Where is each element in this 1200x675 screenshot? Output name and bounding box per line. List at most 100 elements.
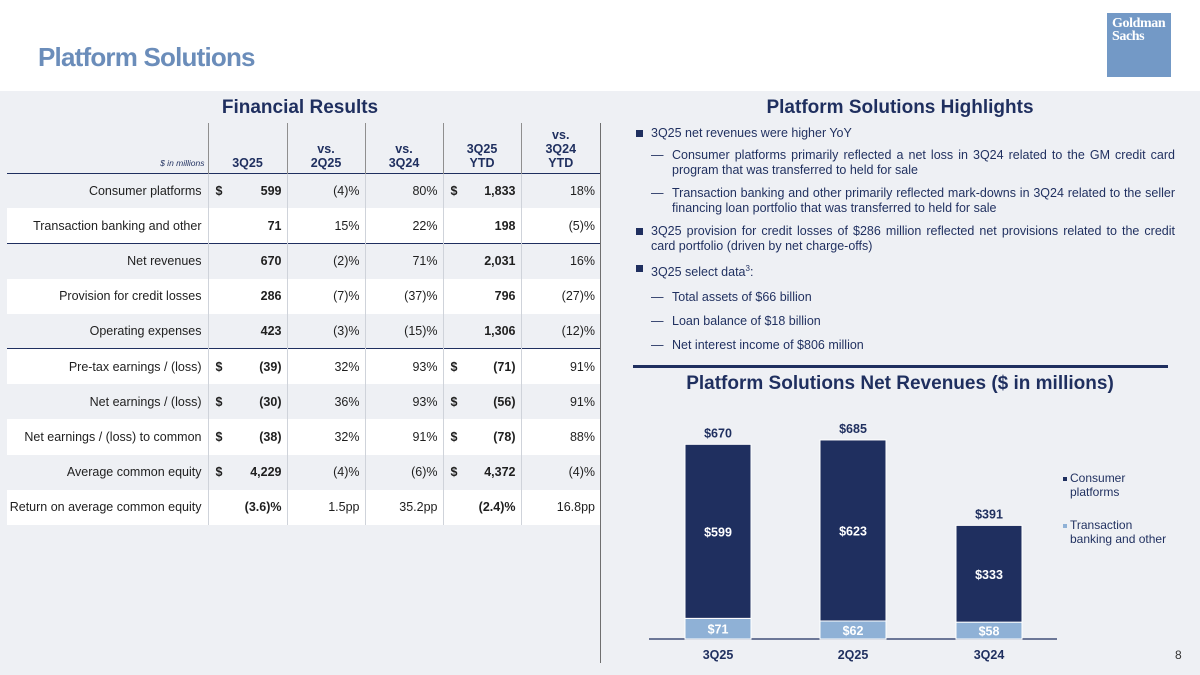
value-vs-3q24-ytd: 91% [520,348,600,385]
data-label: $62 [843,624,864,638]
select-data-colon: : [749,265,754,280]
table-row: Consumer platforms $599 (4)% 80% $1,833 18% [7,173,600,209]
highlights-list: 3Q25 net revenues were higher YoY Consum… [636,126,1175,361]
highlights-title: Platform Solutions Highlights [766,97,1034,118]
value-3q25: (3.6)% [207,489,287,525]
row-label: Net revenues [127,254,202,269]
table-row: Provision for credit losses 286 (7)% (37)% 7… [7,278,600,314]
value-vs-2q25: 32% [286,419,365,455]
logo-line-1: Goldman [1112,16,1166,31]
legend-swatch [1063,524,1067,528]
total-label: $391 [975,507,1003,521]
col-vs-2q25: vs. 2Q25 [286,123,365,173]
table-row: Net earnings / (loss) $ (30) 36% 93% $ (56) 91% [7,384,600,420]
value-vs-3q24: 35.2pp [364,489,443,525]
value-3q25: 71 [207,208,287,244]
select-data-label: 3Q25 select data [651,265,746,280]
value-3q25: $ (38) [207,419,287,455]
table-row: Average common equity $4,229 (4)% (6)% $4,37… [7,454,600,490]
value-vs-2q25: (7)% [286,278,365,314]
value-3q25-ytd: $ (71) [442,348,521,385]
page-title: Platform Solutions [38,42,256,72]
bar-consumer-platforms [955,524,1023,623]
value-vs-3q24: (6)% [364,454,443,490]
value-vs-3q24: 22% [364,208,443,244]
row-label: Return on average common equity [7,489,208,525]
value-3q25: $599 [207,173,287,209]
data-label: $623 [839,524,867,538]
value-3q25-ytd: $ (56) [442,384,521,420]
value-3q25-ytd: 198 [442,208,521,244]
value-3q25: $4,229 [207,454,287,490]
value-vs-3q24-ytd: (5)% [520,208,600,244]
column-divider [600,123,601,663]
financial-results-title: Financial Results [221,97,379,118]
value-3q25-ytd: $1,833 [442,173,521,209]
chart-title: Platform Solutions Net Revenues ($ in mi… [686,373,1114,394]
value-vs-3q24: 91% [364,419,443,455]
value-3q25-ytd: (2.4)% [442,489,521,525]
value-vs-3q24: (15)% [364,313,443,349]
row-label: Pre-tax earnings / (loss) [7,348,208,385]
table-row: Transaction banking and other 71 15% 22% 198… [7,208,600,244]
value-vs-2q25: (4)% [286,454,365,490]
value-vs-3q24-ytd: 16.8pp [520,489,600,525]
value-vs-3q24-ytd: (12)% [520,313,600,349]
value-vs-3q24: 93% [364,384,443,420]
data-label: $58 [979,625,1000,639]
value-vs-2q25: (3)% [286,313,365,349]
legend-label: Transaction banking and other [1070,518,1166,546]
value-3q25-ytd: 1,306 [442,313,521,349]
value-3q25-ytd: $4,372 [442,454,521,490]
row-label: Transaction banking and other [7,208,208,244]
col-vs-3q24-ytd: vs. 3Q24 YTD [520,123,600,173]
value-3q25: 670 [207,243,287,279]
goldman-sachs-logo: Goldman Sachs [1107,13,1171,77]
table-row: Operating expenses 423 (3)% (15)% 1,306 (12)% [7,313,600,349]
value-3q25: $ (39) [207,348,287,385]
x-tick-label: 2Q25 [838,648,869,662]
value-vs-2q25: (2)% [286,243,365,279]
total-label: $670 [704,426,732,440]
value-vs-3q24-ytd: 91% [520,384,600,420]
value-vs-2q25: 15% [286,208,365,244]
x-tick-label: 3Q25 [703,648,734,662]
page-number: 8 [1175,648,1182,662]
value-vs-2q25: 1.5pp [286,489,365,525]
financial-results-table: $ in millions 3Q25 vs. 2Q25 vs. 3Q24 3Q25 Y… [7,123,600,525]
col-3q25-ytd: 3Q25 YTD [442,123,521,173]
highlight-sub-item: Loan balance of $18 billion [636,314,1175,329]
table-row: Net earnings / (loss) to common $ (38) 32% 9… [7,419,600,455]
data-label: $599 [704,525,732,539]
value-3q25: 286 [207,278,287,314]
chart-top-rule [633,365,1168,368]
value-3q25-ytd: 796 [442,278,521,314]
table-row: Net revenues 670 (2)% 71% 2,031 16% [7,243,600,279]
highlight-bullet: 3Q25 select data3: [636,261,1175,280]
bar-consumer-platforms [819,439,887,622]
value-3q25-ytd: 2,031 [442,243,521,279]
value-vs-3q24-ytd: 18% [520,173,600,209]
row-label: Consumer platforms [88,183,202,198]
highlight-sub-item: Net interest income of $806 million [636,338,1175,353]
highlight-sub-item: Total assets of $66 billion [636,290,1175,305]
highlight-bullet: 3Q25 provision for credit losses of $286… [636,224,1175,254]
logo-line-2: Sachs [1112,29,1145,44]
value-vs-3q24: 71% [364,243,443,279]
table-header-row: $ in millions 3Q25 vs. 2Q25 vs. 3Q24 3Q25 Y… [7,123,600,173]
net-revenues-chart: $71 $599 $670 3Q25 $62 $623 $685 2Q25 $58 $333 $39… [649,422,1166,662]
data-label: $333 [975,568,1003,582]
value-vs-3q24: 80% [364,173,443,209]
value-vs-2q25: 36% [286,384,365,420]
row-label: Net earnings / (loss) to common [7,419,208,455]
value-vs-3q24-ytd: 88% [520,419,600,455]
value-vs-2q25: 32% [286,348,365,385]
table-row: Return on average common equity (3.6)% 1.5… [7,489,600,525]
bar-consumer-platforms [684,443,752,619]
data-label: $71 [708,623,729,637]
row-label: Net earnings / (loss) [89,394,202,409]
total-label: $685 [839,422,867,436]
highlight-sub-item: Transaction banking and other primarily … [636,186,1175,216]
value-vs-3q24: 93% [364,348,443,385]
col-vs-3q24: vs. 3Q24 [364,123,443,173]
